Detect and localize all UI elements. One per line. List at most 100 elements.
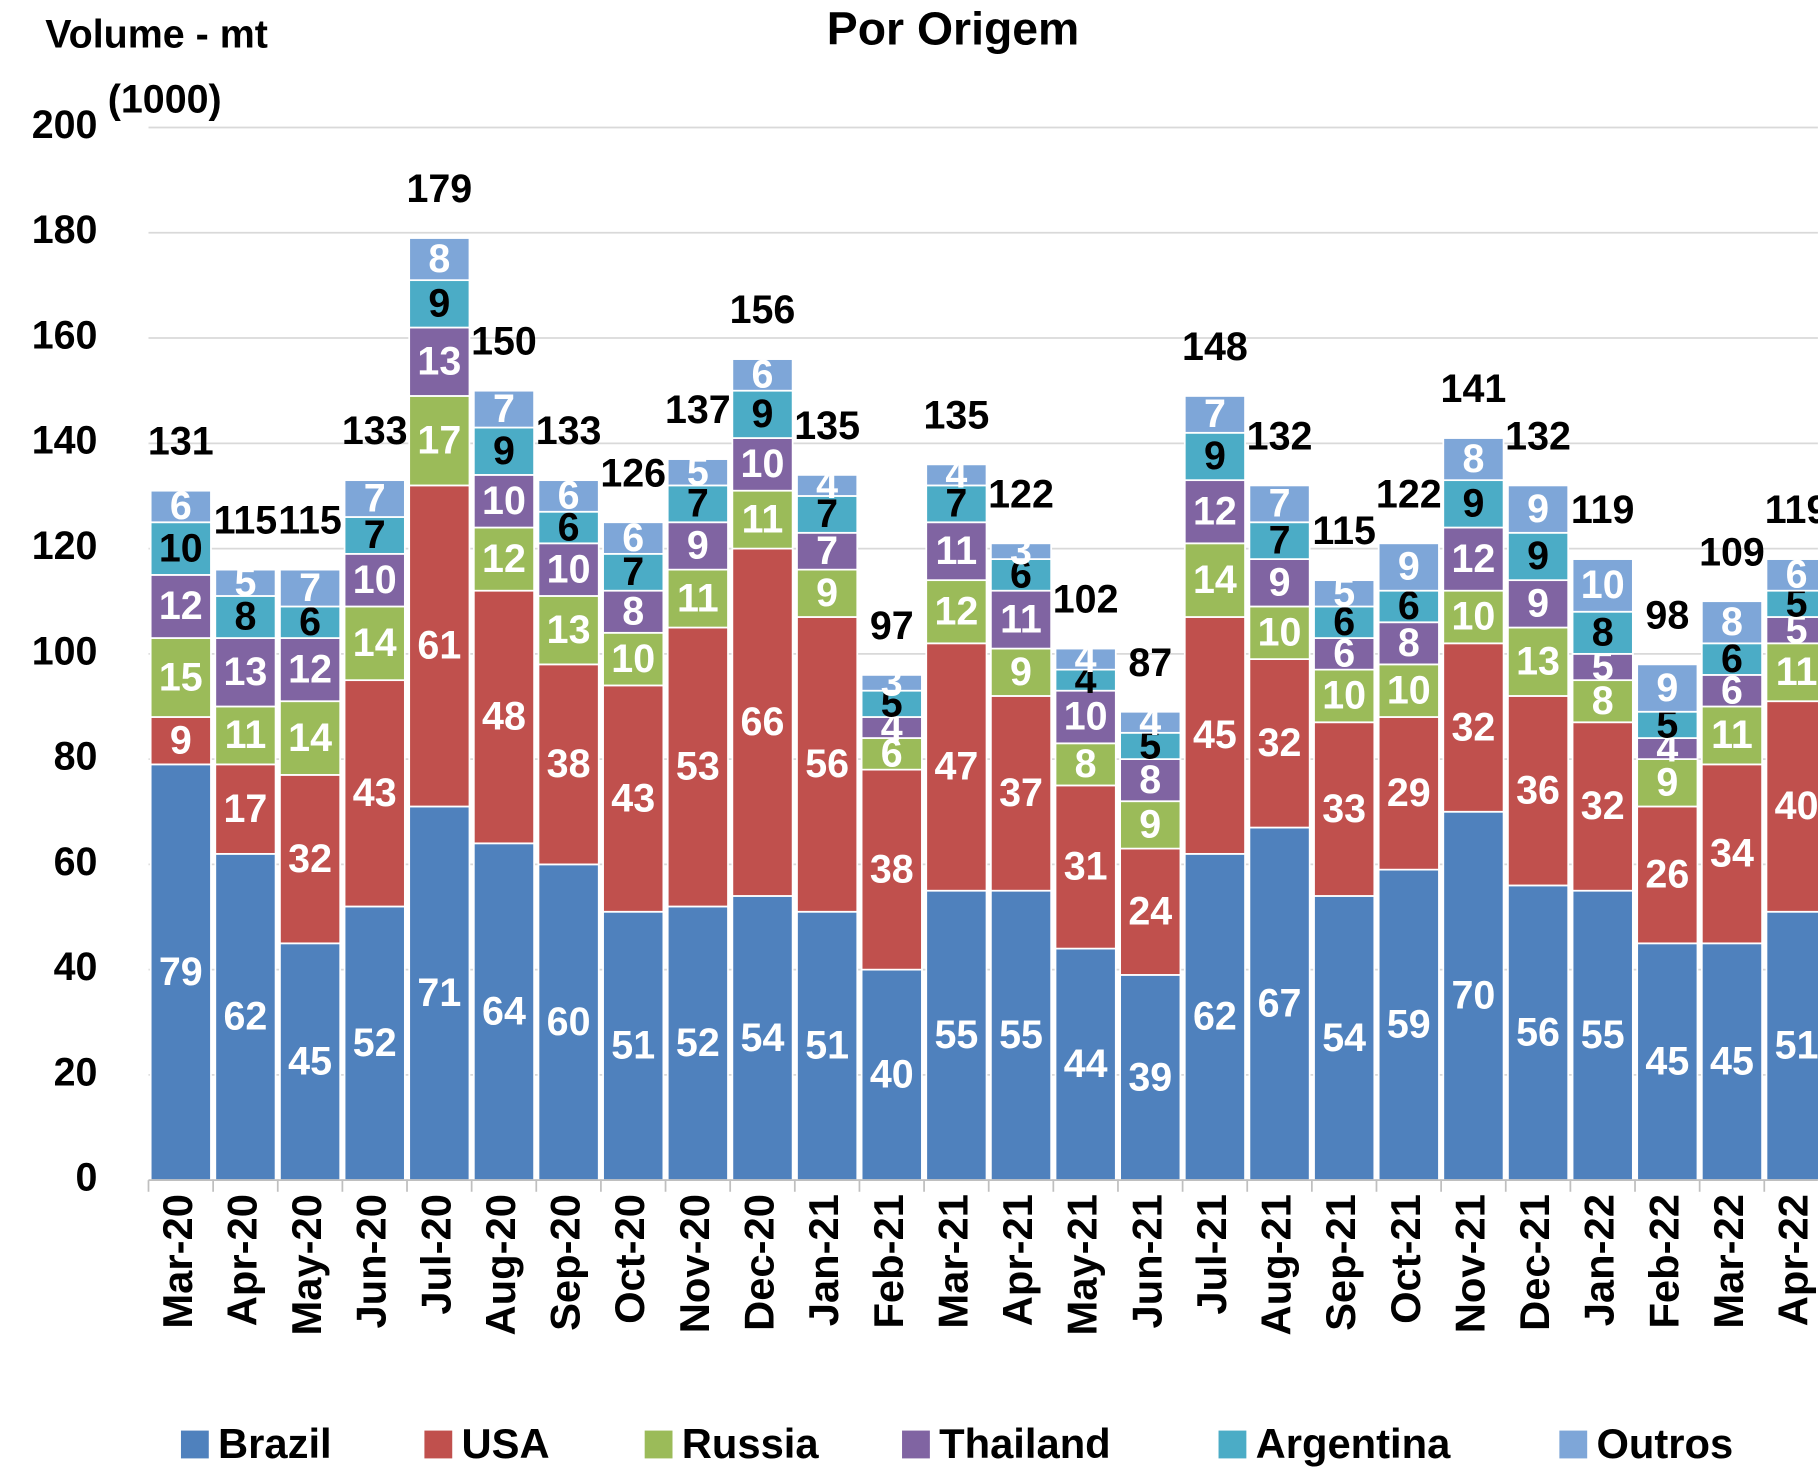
legend-label: USA	[462, 1420, 550, 1467]
bar-segment	[214, 637, 277, 708]
data-label: 8	[1721, 600, 1743, 644]
data-label: 4	[1139, 700, 1161, 744]
bar-segment	[343, 552, 406, 608]
data-label: 59	[1387, 1003, 1431, 1047]
x-tick-label: Dec-21	[1511, 1194, 1558, 1331]
bar-segment	[1636, 942, 1699, 1182]
data-label: 56	[805, 742, 849, 786]
data-label: 9	[1204, 434, 1226, 478]
data-label: 29	[1387, 771, 1431, 815]
bar-segment	[408, 279, 471, 329]
data-label: 39	[1128, 1055, 1172, 1099]
bar-segment	[1442, 810, 1505, 1182]
bar-segment	[1571, 721, 1634, 892]
bar-segment	[860, 768, 923, 971]
bar-segment	[1054, 947, 1117, 1182]
bar-segment	[925, 463, 988, 487]
data-label: 10	[1452, 595, 1496, 639]
data-label: 32	[1581, 784, 1625, 828]
data-label: 10	[1064, 695, 1108, 739]
data-label: 48	[482, 695, 526, 739]
data-label: 9	[493, 429, 515, 473]
data-label: 61	[417, 624, 461, 668]
bar-segment	[1765, 910, 1818, 1182]
data-label: 54	[1322, 1016, 1366, 1060]
bar-segment	[796, 474, 859, 497]
bar-segment	[279, 774, 342, 945]
data-label: 32	[288, 837, 332, 881]
bar-segment	[1313, 637, 1376, 671]
bar-segment	[602, 521, 665, 555]
bar-segment	[1377, 716, 1440, 871]
y-axis-label: Volume - mt	[45, 13, 268, 57]
bar-segment	[279, 700, 342, 776]
y-axis-label: (1000)	[108, 77, 222, 121]
x-tick-label: Mar-22	[1705, 1194, 1752, 1329]
data-label: 12	[482, 537, 526, 581]
bar-segment	[796, 531, 859, 571]
y-tick-label: 100	[32, 629, 98, 673]
data-label: 52	[353, 1021, 397, 1065]
data-label: 10	[1581, 563, 1625, 607]
data-label: 11	[225, 713, 267, 757]
data-label: 62	[1193, 995, 1237, 1039]
data-label: 31	[1064, 845, 1108, 889]
data-label: 15	[159, 655, 203, 699]
data-label: 14	[1193, 558, 1237, 602]
data-label: 66	[741, 700, 785, 744]
data-label: 8	[1398, 621, 1420, 665]
total-label: 131	[148, 420, 214, 464]
total-label: 119	[1571, 488, 1635, 532]
data-label: 36	[1516, 768, 1560, 812]
bar-segment	[537, 542, 600, 597]
legend-label: Russia	[682, 1420, 820, 1467]
data-label: 7	[687, 482, 709, 526]
data-label: 9	[1462, 482, 1484, 526]
data-label: 13	[547, 608, 591, 652]
y-tick-label: 60	[54, 840, 98, 884]
x-tick-label: Jun-20	[348, 1194, 395, 1328]
data-label: 11	[936, 529, 978, 573]
data-label: 5	[881, 682, 903, 726]
total-label: 119	[1765, 488, 1818, 532]
total-label: 109	[1699, 530, 1765, 574]
bar-segment	[1377, 542, 1440, 592]
bar-segment	[602, 589, 665, 634]
total-label: 115	[214, 499, 278, 543]
data-label: 6	[1786, 553, 1808, 597]
x-tick-label: May-20	[283, 1194, 330, 1335]
data-label: 10	[159, 526, 203, 570]
total-label: 115	[278, 499, 342, 543]
x-tick-label: Aug-20	[477, 1194, 524, 1335]
data-label: 9	[1010, 650, 1032, 694]
bar-segment	[1636, 805, 1699, 945]
data-label: 11	[1711, 713, 1753, 757]
data-label: 9	[170, 718, 192, 762]
data-label: 9	[752, 392, 774, 436]
bar-segment	[990, 647, 1053, 697]
bar-segment	[149, 716, 212, 766]
data-label: 9	[1527, 487, 1549, 531]
total-label: 141	[1441, 367, 1507, 411]
data-label: 7	[1204, 392, 1226, 436]
data-label: 12	[934, 589, 978, 633]
total-label: 133	[536, 409, 602, 453]
data-label: 5	[1139, 724, 1161, 768]
data-label: 38	[870, 847, 914, 891]
bar-segment	[537, 595, 600, 666]
total-label: 122	[1376, 472, 1442, 516]
bar-segment	[408, 484, 471, 808]
total-label: 98	[1645, 593, 1689, 637]
bar-segment	[1119, 758, 1182, 803]
data-label: 14	[353, 621, 397, 665]
data-label: 51	[611, 1024, 655, 1068]
data-label: 6	[1721, 668, 1743, 712]
data-label: 5	[1656, 703, 1678, 747]
data-label: 54	[741, 1016, 785, 1060]
bar-segment	[1442, 589, 1505, 645]
data-label: 43	[611, 776, 655, 820]
data-label: 8	[622, 589, 644, 633]
y-tick-label: 0	[76, 1156, 98, 1200]
data-label: 67	[1258, 982, 1302, 1026]
bar-segment	[666, 521, 729, 571]
